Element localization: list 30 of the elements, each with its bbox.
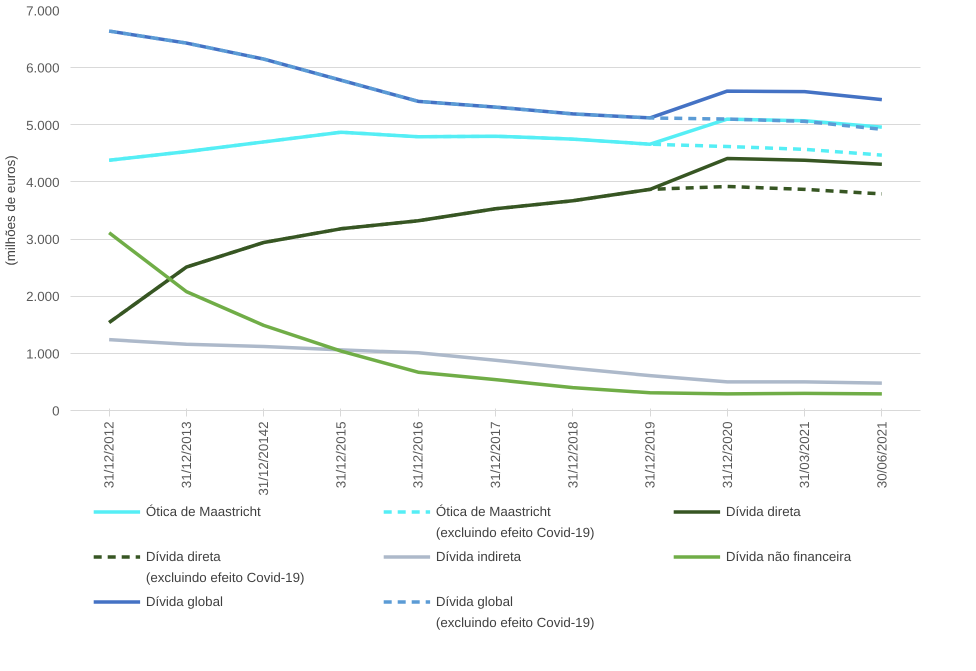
x-tick-label: 31/12/2019 <box>642 421 658 488</box>
y-tick-label: 7.000 <box>26 4 60 18</box>
y-tick-label: 1.000 <box>26 346 60 362</box>
y-axis-title: (milhões de euros) <box>3 155 18 266</box>
legend-label: Dívida global <box>146 594 223 609</box>
y-tick-label: 6.000 <box>26 60 60 76</box>
x-tick-label: 31/12/2016 <box>410 421 426 488</box>
legend-label: Ótica de Maastricht (excluindo efeito Covid-19) <box>436 504 594 540</box>
y-tick-label: 5.000 <box>26 118 60 133</box>
y-tick-label: 4.000 <box>26 174 60 190</box>
legend-label: Ótica de Maastricht <box>146 504 262 519</box>
x-tick-label: 31/12/2018 <box>565 421 580 488</box>
x-tick-label: 31/03/2021 <box>797 421 812 488</box>
x-tick-label: 31/12/2013 <box>178 421 194 488</box>
y-tick-label: 2.000 <box>26 289 60 304</box>
line-series <box>107 338 884 385</box>
legend-label: Dívida não financeira <box>726 549 852 564</box>
x-tick-label: 31/12/2012 <box>102 421 117 488</box>
x-tick-label: 31/12/2017 <box>488 421 503 488</box>
x-tick-label: 30/06/2021 <box>874 421 890 488</box>
legend-label: Dívida direta (excluindo efeito Covid-19) <box>146 549 304 585</box>
legend-label: Dívida direta <box>726 504 802 519</box>
legend-label: Dívida global (excluindo efeito Covid-19) <box>436 594 594 630</box>
y-tick-label: 3.000 <box>26 232 60 248</box>
legend-label: Dívida indireta <box>436 549 522 564</box>
x-tick-label: 31/12/2020 <box>720 421 735 488</box>
y-tick-label: 0 <box>52 404 60 418</box>
line-series <box>107 231 884 396</box>
x-tick-label: 31/12/2015 <box>333 421 348 488</box>
x-tick-label: 31/12/20142 <box>256 421 272 496</box>
